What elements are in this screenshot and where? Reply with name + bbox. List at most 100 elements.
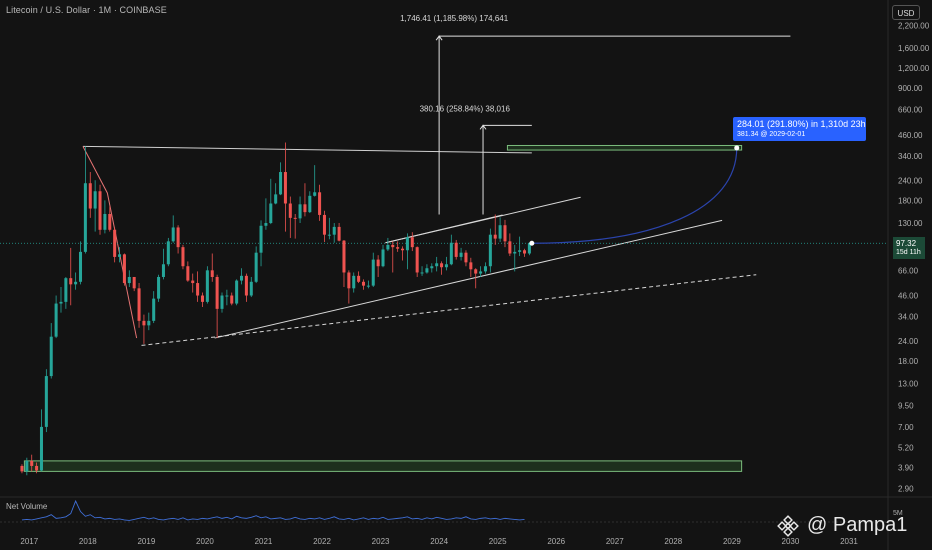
candle[interactable]	[254, 246, 258, 284]
candle[interactable]	[361, 279, 366, 290]
candle[interactable]	[220, 292, 224, 313]
candle[interactable]	[293, 213, 297, 239]
channel-lower[interactable]	[214, 219, 723, 339]
candle[interactable]	[83, 146, 87, 254]
candle[interactable]	[508, 233, 512, 257]
candle[interactable]	[152, 291, 156, 324]
candle[interactable]	[264, 198, 268, 230]
candle[interactable]	[318, 184, 322, 221]
candle[interactable]	[54, 295, 58, 339]
candle[interactable]	[49, 323, 53, 379]
candle[interactable]	[357, 271, 361, 284]
candle[interactable]	[235, 279, 239, 306]
candle[interactable]	[196, 271, 200, 302]
candle[interactable]	[420, 266, 424, 276]
candle[interactable]	[137, 283, 141, 328]
candle[interactable]	[157, 274, 161, 302]
candle[interactable]	[20, 464, 24, 474]
candle[interactable]	[327, 217, 331, 240]
candle[interactable]	[322, 210, 326, 243]
candle[interactable]	[93, 180, 97, 232]
candle[interactable]	[308, 191, 312, 214]
candle[interactable]	[513, 244, 517, 272]
candle[interactable]	[440, 261, 444, 275]
candle[interactable]	[108, 206, 112, 232]
candle[interactable]	[298, 196, 302, 224]
candle[interactable]	[274, 183, 278, 205]
candle[interactable]	[381, 244, 385, 268]
projection-curve[interactable]	[531, 147, 738, 244]
candle[interactable]	[483, 262, 487, 274]
candle[interactable]	[44, 369, 48, 433]
candle[interactable]	[459, 247, 463, 261]
candle[interactable]	[435, 256, 439, 272]
candle[interactable]	[181, 244, 185, 270]
candle[interactable]	[127, 270, 131, 287]
candle[interactable]	[176, 225, 180, 254]
candle[interactable]	[249, 276, 253, 298]
candle[interactable]	[186, 261, 190, 282]
candle[interactable]	[488, 228, 492, 273]
candle[interactable]	[498, 217, 502, 243]
candle[interactable]	[240, 268, 244, 285]
candle[interactable]	[59, 286, 63, 313]
candle[interactable]	[98, 184, 102, 235]
candle[interactable]	[401, 246, 405, 261]
candle[interactable]	[352, 272, 356, 293]
candle[interactable]	[279, 162, 283, 196]
candle[interactable]	[474, 268, 478, 289]
candle[interactable]	[225, 289, 229, 306]
candle[interactable]	[161, 248, 165, 280]
candle[interactable]	[405, 233, 409, 270]
target-box[interactable]	[506, 144, 743, 151]
candle[interactable]	[69, 247, 73, 306]
candle[interactable]	[396, 241, 400, 252]
candle[interactable]	[122, 253, 126, 286]
candle[interactable]	[78, 241, 83, 285]
candle[interactable]	[244, 273, 248, 302]
candle[interactable]	[518, 236, 522, 257]
candle[interactable]	[527, 242, 531, 256]
candle[interactable]	[410, 232, 414, 252]
box-top[interactable]	[385, 214, 503, 244]
candle[interactable]	[425, 264, 429, 274]
candle[interactable]	[479, 266, 483, 277]
candle[interactable]	[103, 200, 107, 234]
candle[interactable]	[386, 237, 390, 252]
candle[interactable]	[376, 255, 380, 277]
candle[interactable]	[313, 165, 317, 197]
top-resistance[interactable]	[82, 145, 532, 154]
candle[interactable]	[88, 172, 92, 218]
candle[interactable]	[503, 219, 507, 248]
projection-start-point[interactable]	[529, 240, 535, 246]
candle[interactable]	[464, 250, 468, 267]
projection-end-point[interactable]	[734, 145, 740, 151]
candle[interactable]	[166, 237, 170, 267]
candle[interactable]	[366, 280, 370, 289]
candle[interactable]	[30, 454, 34, 472]
dashed-support[interactable]	[141, 274, 757, 346]
candle[interactable]	[493, 214, 497, 245]
candle[interactable]	[25, 457, 29, 476]
candle[interactable]	[39, 409, 43, 472]
candle[interactable]	[132, 276, 136, 292]
candle[interactable]	[210, 253, 214, 282]
candle[interactable]	[113, 227, 117, 263]
candle[interactable]	[118, 247, 122, 263]
candle[interactable]	[147, 312, 151, 331]
candle[interactable]	[74, 272, 78, 290]
candle[interactable]	[332, 223, 336, 243]
candle[interactable]	[430, 263, 434, 273]
candle[interactable]	[522, 248, 527, 257]
candle[interactable]	[35, 462, 39, 474]
candle[interactable]	[288, 196, 292, 238]
candle[interactable]	[444, 256, 448, 271]
candle[interactable]	[391, 241, 395, 273]
candle[interactable]	[142, 314, 146, 344]
candle[interactable]	[64, 276, 68, 309]
candle[interactable]	[337, 223, 341, 242]
measure-380[interactable]	[482, 124, 532, 215]
candle[interactable]	[215, 274, 219, 339]
candle[interactable]	[303, 183, 307, 217]
